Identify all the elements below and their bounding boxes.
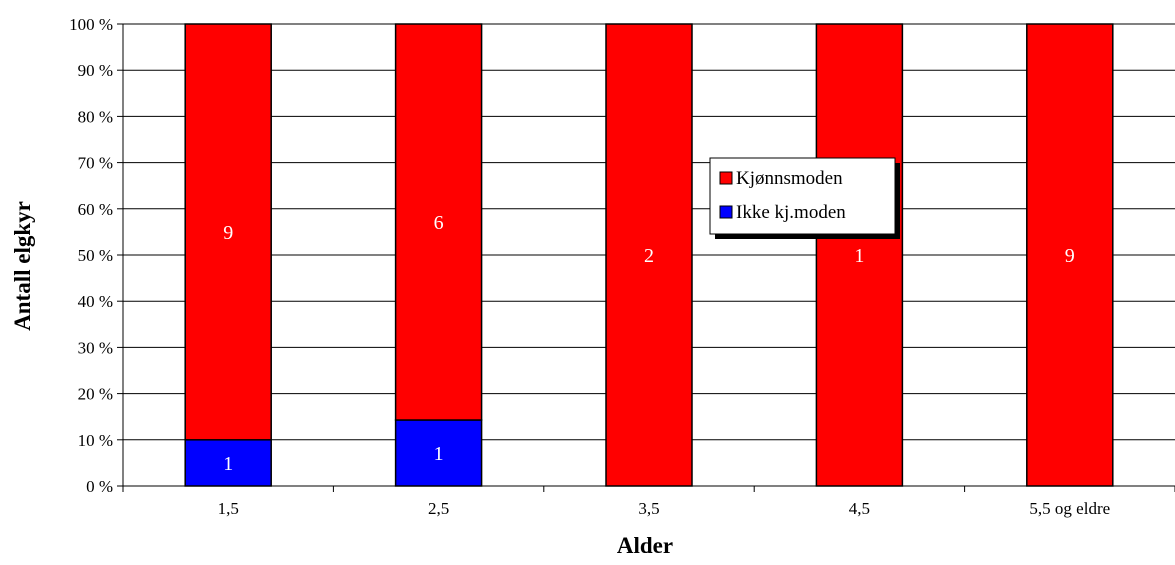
y-tick-label: 50 % bbox=[78, 246, 113, 265]
y-tick-label: 40 % bbox=[78, 292, 113, 311]
x-axis-title: Alder bbox=[617, 533, 673, 558]
x-tick-label: 1,5 bbox=[218, 499, 239, 518]
legend-swatch bbox=[719, 171, 733, 185]
bar-data-label: 1 bbox=[434, 443, 444, 465]
x-tick-label: 2,5 bbox=[428, 499, 449, 518]
bar-segment-kjonnsmoden bbox=[1026, 23, 1114, 487]
y-tick-label: 20 % bbox=[78, 385, 113, 404]
y-tick-label: 90 % bbox=[78, 61, 113, 80]
legend-label: Ikke kj.moden bbox=[736, 202, 846, 223]
bar-data-label: 1 bbox=[223, 453, 233, 475]
y-tick-label: 0 % bbox=[86, 477, 113, 496]
x-tick-label: 3,5 bbox=[638, 499, 659, 518]
y-axis-title: Antall elgkyr bbox=[10, 201, 35, 331]
x-tick-label: 4,5 bbox=[849, 499, 870, 518]
y-tick-label: 10 % bbox=[78, 431, 113, 450]
x-tick-label: 5,5 og eldre bbox=[1029, 499, 1110, 518]
bar-segment-kjonnsmoden bbox=[394, 23, 483, 421]
legend: Kjønnsmoden Ikke kj.moden bbox=[709, 157, 900, 239]
y-tick-label: 100 % bbox=[69, 15, 113, 34]
y-tick-label: 30 % bbox=[78, 338, 113, 357]
legend-swatch bbox=[719, 205, 733, 219]
bar-data-label: 9 bbox=[223, 222, 233, 244]
legend-box bbox=[709, 157, 896, 235]
legend-label: Kjønnsmoden bbox=[736, 168, 843, 189]
bar-segment-ikke-kj-moden bbox=[394, 419, 483, 487]
bar-layer: 1 9 1 6 2 1 9 bbox=[184, 23, 1114, 487]
bar-segment-kjonnsmoden bbox=[605, 23, 693, 487]
bar-segment-kjonnsmoden bbox=[815, 23, 904, 487]
bar-segment-kjonnsmoden bbox=[184, 23, 272, 441]
bar-data-label: 1 bbox=[854, 245, 864, 267]
bar-data-label: 2 bbox=[644, 245, 654, 267]
y-tick-label: 70 % bbox=[78, 154, 113, 173]
y-tick-label: 80 % bbox=[78, 107, 113, 126]
bar-data-label: 6 bbox=[434, 212, 444, 234]
axis-layer: 0 % 10 % 20 % 30 % 40 % 50 % 60 % 70 % 80 % 90 % 1… bbox=[69, 15, 1175, 518]
y-tick-label: 60 % bbox=[78, 200, 113, 219]
bar-data-label: 9 bbox=[1065, 245, 1075, 267]
